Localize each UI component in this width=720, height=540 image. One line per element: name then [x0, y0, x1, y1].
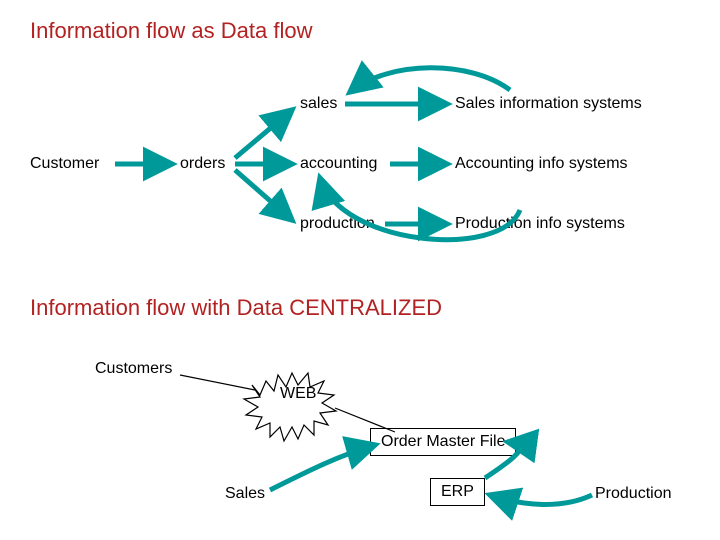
node-web: WEB [280, 385, 316, 403]
diagram-arrows [0, 0, 720, 540]
node-accounting: accounting [300, 155, 377, 173]
section2-title: Information flow with Data CENTRALIZED [30, 295, 442, 321]
node-orders: orders [180, 155, 225, 173]
node-prod-sys: Production info systems [455, 215, 625, 233]
node-production: production [300, 215, 375, 233]
node-customers: Customers [95, 360, 172, 378]
node-customer: Customer [30, 155, 99, 173]
node-erp: ERP [430, 478, 485, 506]
node-order-master-file: Order Master File [370, 428, 516, 456]
node-production2: Production [595, 485, 672, 503]
node-sales: sales [300, 95, 337, 113]
section1-title: Information flow as Data flow [30, 18, 312, 44]
node-sales-sys: Sales information systems [455, 95, 642, 113]
node-acct-sys: Accounting info systems [455, 155, 628, 173]
node-sales2: Sales [225, 485, 265, 503]
